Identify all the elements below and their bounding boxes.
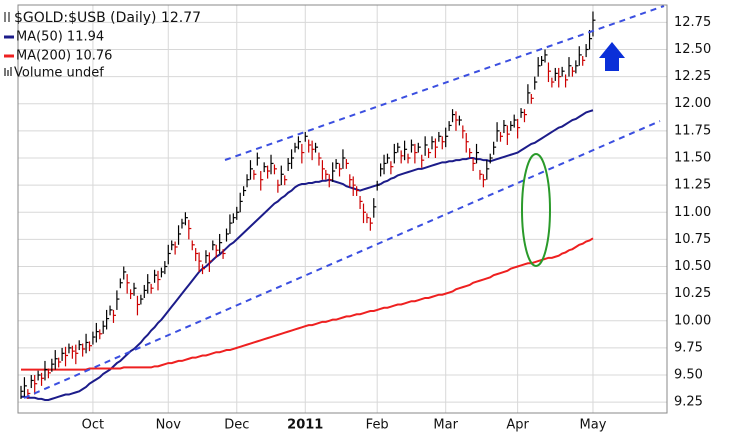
y-tick-label: 12.00 bbox=[674, 96, 711, 111]
y-tick-label: 11.00 bbox=[674, 205, 711, 220]
y-tick-label: 12.25 bbox=[674, 69, 711, 84]
y-tick-label: 10.50 bbox=[674, 259, 711, 274]
legend-title: $GOLD:$USB (Daily) 12.77 bbox=[14, 10, 201, 26]
y-tick-label: 9.75 bbox=[674, 340, 703, 355]
x-tick-label: Oct bbox=[82, 418, 104, 433]
y-tick-label: 11.25 bbox=[674, 178, 711, 193]
legend-label: MA(50) 11.94 bbox=[16, 30, 104, 45]
x-tick-label: Feb bbox=[366, 418, 389, 433]
y-tick-label: 9.25 bbox=[674, 395, 703, 410]
x-tick-label: Apr bbox=[506, 418, 529, 433]
x-tick-label: Dec bbox=[224, 418, 249, 433]
plot-area bbox=[20, 11, 596, 401]
y-tick-label: 10.00 bbox=[674, 313, 711, 328]
y-tick-label: 12.75 bbox=[674, 15, 711, 30]
y-tick-label: 11.75 bbox=[674, 123, 711, 138]
moving-average-line bbox=[21, 237, 594, 371]
x-tick-label: Mar bbox=[433, 418, 458, 433]
moving-average-line bbox=[21, 109, 594, 401]
up-arrow bbox=[599, 42, 625, 71]
legend-icon bbox=[7, 70, 9, 76]
plot-frame bbox=[17, 4, 668, 414]
volume-label: Volume undef bbox=[14, 66, 104, 81]
y-tick-label: 9.50 bbox=[674, 368, 703, 383]
legend: $GOLD:$USB (Daily) 12.77 MA(50) 11.94 MA… bbox=[4, 10, 201, 81]
trend-line bbox=[23, 120, 661, 399]
x-tick-label: May bbox=[580, 418, 607, 433]
y-tick-label: 10.75 bbox=[674, 232, 711, 247]
y-tick-label: 10.25 bbox=[674, 286, 711, 301]
highlight-ellipse bbox=[521, 153, 551, 267]
legend-label: MA(200) 10.76 bbox=[16, 49, 112, 64]
x-tick-label: Nov bbox=[156, 418, 182, 433]
legend-icon bbox=[10, 67, 12, 76]
legend-icon bbox=[4, 68, 6, 76]
y-tick-label: 11.50 bbox=[674, 151, 711, 166]
trend-line bbox=[224, 5, 665, 161]
x-tick-label: 2011 bbox=[287, 418, 323, 433]
y-tick-label: 12.50 bbox=[674, 42, 711, 57]
